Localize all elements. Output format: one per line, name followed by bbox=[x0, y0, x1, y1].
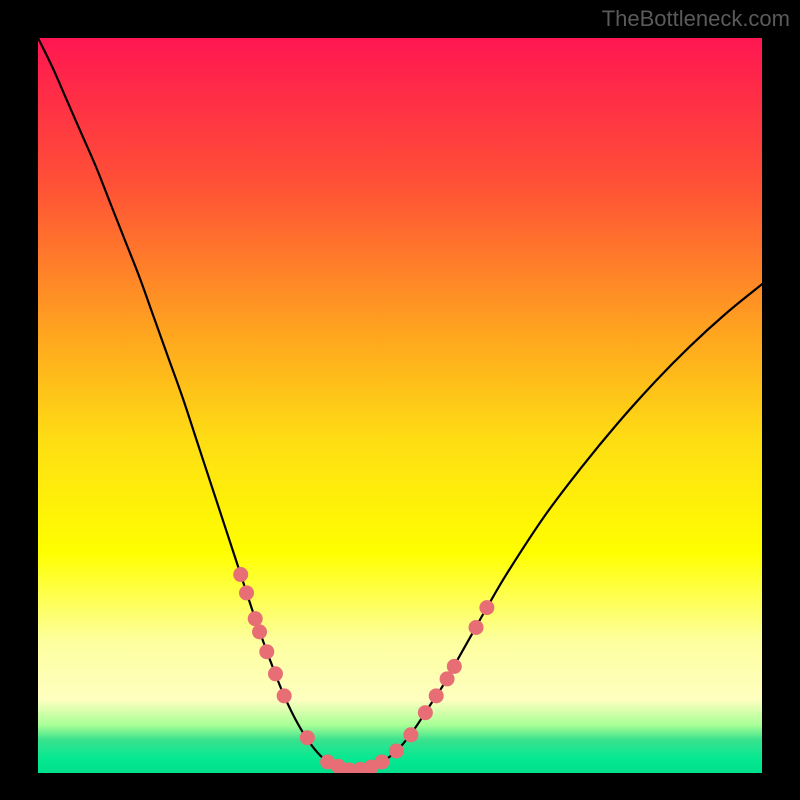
curve-marker bbox=[239, 585, 254, 600]
bottleneck-chart bbox=[38, 38, 762, 773]
curve-marker bbox=[418, 705, 433, 720]
curve-marker bbox=[403, 727, 418, 742]
curve-marker bbox=[469, 620, 484, 635]
curve-marker bbox=[268, 666, 283, 681]
curve-marker bbox=[233, 567, 248, 582]
watermark-text: TheBottleneck.com bbox=[602, 6, 790, 32]
curve-marker bbox=[374, 754, 389, 769]
curve-marker bbox=[447, 659, 462, 674]
curve-marker bbox=[277, 688, 292, 703]
curve-marker bbox=[389, 743, 404, 758]
curve-marker bbox=[259, 644, 274, 659]
curve-marker bbox=[252, 624, 267, 639]
curve-marker bbox=[429, 688, 444, 703]
curve-marker bbox=[300, 730, 315, 745]
curve-marker bbox=[440, 671, 455, 686]
curve-marker bbox=[479, 600, 494, 615]
curve-marker bbox=[248, 611, 263, 626]
chart-background bbox=[38, 38, 762, 773]
